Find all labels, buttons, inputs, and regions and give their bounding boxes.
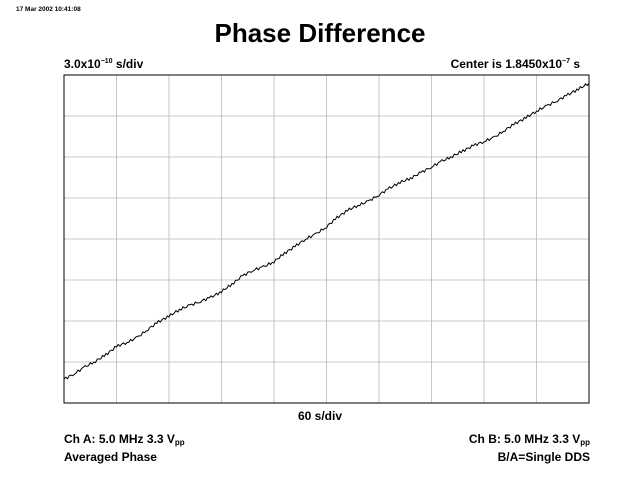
timestamp: 17 Mar 2002 10:41:08 <box>16 6 81 13</box>
chart-title: Phase Difference <box>214 18 426 48</box>
channel-b-line1: Ch B: 5.0 MHz 3.3 Vpp <box>469 432 590 450</box>
channel-a-settings: Ch A: 5.0 MHz 3.3 V <box>64 432 175 446</box>
phase-trace <box>63 82 590 380</box>
channel-a-mode: Averaged Phase <box>64 450 157 464</box>
channel-a-line1: Ch A: 5.0 MHz 3.3 Vpp <box>64 432 185 450</box>
y-scale-mantissa: 3.0x10 <box>64 57 101 71</box>
channel-a-vpp-sub: pp <box>174 438 185 447</box>
channel-b-info: Ch B: 5.0 MHz 3.3 Vpp B/A=Single DDS <box>469 432 590 464</box>
center-label: Center is 1.8450x10−7 s <box>451 57 580 71</box>
y-scale-exponent: −10 <box>100 58 113 65</box>
x-scale-label: 60 s/div <box>297 409 343 423</box>
channel-b-mode: B/A=Single DDS <box>497 450 590 464</box>
channel-a-info: Ch A: 5.0 MHz 3.3 Vpp Averaged Phase <box>64 432 185 464</box>
grid <box>64 75 589 403</box>
center-prefix: Center is 1.8450x10 <box>450 57 562 71</box>
y-scale-label: 3.0x10−10 s/div <box>64 57 143 71</box>
channel-b-settings: Ch B: 5.0 MHz 3.3 V <box>468 432 581 446</box>
plot-frame <box>63 74 590 404</box>
y-scale-unit: s/div <box>112 57 144 71</box>
center-unit: s <box>569 57 580 71</box>
center-exponent: −7 <box>562 58 570 65</box>
channel-b-vpp-sub: pp <box>580 438 590 447</box>
